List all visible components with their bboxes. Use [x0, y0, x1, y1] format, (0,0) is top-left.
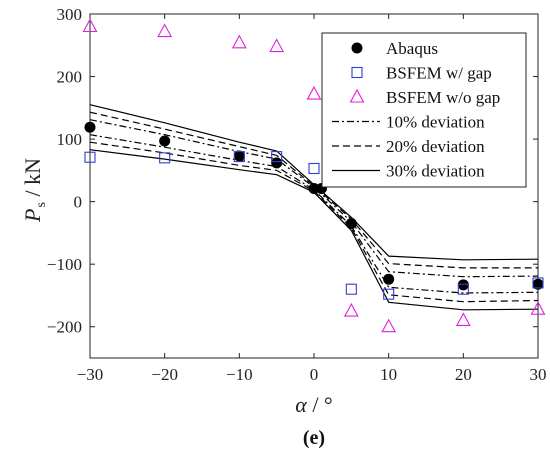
x-tick-label: −20	[151, 365, 178, 384]
deviation-bands	[89, 104, 539, 311]
band-0-upper-line	[89, 119, 539, 278]
legend-marker	[349, 88, 365, 103]
series-0-point	[233, 150, 245, 162]
y-tick-label: −100	[47, 255, 82, 274]
series-1-point	[457, 283, 469, 295]
series-2-point	[157, 23, 173, 38]
series-0-point	[345, 218, 357, 230]
x-tick-label: −30	[77, 365, 104, 384]
series-0-point	[159, 135, 171, 147]
series-0-point	[84, 121, 96, 133]
x-tick-label: 0	[310, 365, 319, 384]
series-1-point	[532, 277, 544, 289]
x-tick-label: 10	[380, 365, 397, 384]
legend-label: BSFEM w/ gap	[386, 64, 492, 83]
legend-label: 10% deviation	[386, 113, 485, 132]
series-1-point	[308, 162, 320, 175]
legend-label: 30% deviation	[386, 162, 485, 181]
x-tick-label: 30	[530, 365, 547, 384]
legend-box	[321, 32, 527, 188]
data-markers	[82, 18, 546, 333]
legend-label: Abaqus	[386, 39, 438, 58]
y-tick-label: 200	[57, 68, 83, 87]
band-1-upper-line	[89, 111, 538, 269]
legend: Abaqus BSFEM w/ gap BSFEM w/o gap 10% devia…	[321, 32, 527, 188]
y-tick-label: −200	[47, 318, 82, 337]
series-1-point	[233, 151, 245, 163]
figure-caption: (e)	[303, 427, 325, 449]
x-tick-label: 20	[455, 365, 472, 384]
legend-label: 20% deviation	[386, 137, 485, 156]
series-1-point	[159, 152, 171, 164]
x-tick-label: −10	[226, 365, 253, 384]
legend-label: BSFEM w/o gap	[386, 88, 500, 107]
y-tick-label: 0	[74, 193, 83, 212]
series-2-point	[306, 85, 322, 100]
band-0-lower-line	[89, 134, 539, 294]
series-2-point	[530, 301, 546, 315]
series-0-point	[457, 279, 469, 291]
series-0-point	[271, 157, 283, 169]
series-2-point	[231, 34, 247, 49]
legend-marker	[351, 66, 363, 79]
series-2-point	[269, 38, 285, 53]
y-axis-title: Ps / kN	[20, 158, 49, 223]
x-axis-title: α / °	[295, 392, 332, 417]
series-2-point	[82, 18, 98, 33]
series-2-point	[343, 302, 359, 317]
series-1-point	[383, 288, 395, 300]
series-2-point	[455, 312, 471, 327]
legend-marker	[351, 42, 363, 54]
y-tick-label: 100	[57, 130, 83, 149]
series-0-point	[532, 278, 544, 290]
series-1-point	[84, 151, 96, 163]
series-1-point	[271, 151, 283, 163]
series-2-point	[381, 318, 397, 333]
y-tick-label: 300	[57, 5, 83, 24]
series-0-point	[383, 273, 395, 285]
series-1-point	[345, 283, 357, 295]
